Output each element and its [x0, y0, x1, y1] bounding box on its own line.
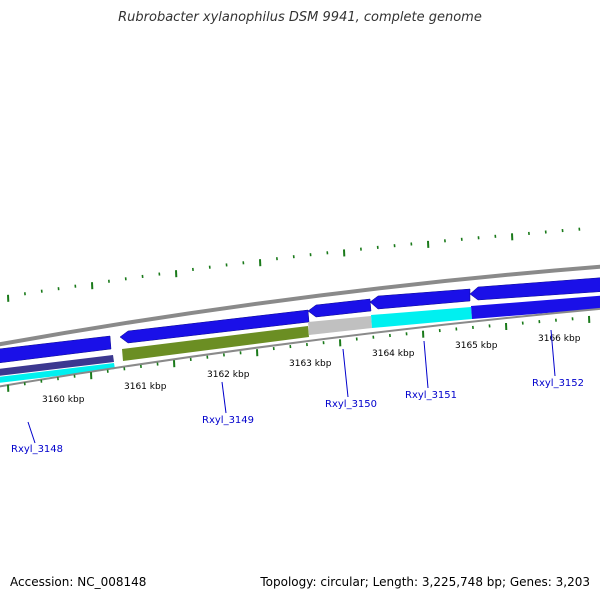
gene-arrow-forward-1[interactable] [0, 335, 112, 364]
gene-arrow-forward-3[interactable] [307, 298, 372, 318]
gene-bar-dark[interactable] [0, 355, 114, 377]
leader-line-3151 [423, 340, 429, 389]
tick-label-3160: 3160 kbp [42, 395, 85, 405]
leader-line-3152 [550, 329, 556, 377]
leader-line-3148 [27, 421, 36, 444]
gene-label-rxyl-3152[interactable]: Rxyl_3152 [532, 378, 584, 389]
gene-arrow-forward-4[interactable] [369, 288, 471, 310]
inner-backbone [0, 307, 600, 388]
outer-tick-ring [7, 227, 581, 302]
tick-label-3164: 3164 kbp [372, 349, 415, 359]
gene-arrow-forward-5[interactable] [469, 277, 600, 301]
gene-bar-other[interactable] [308, 316, 372, 335]
tick-label-3165: 3165 kbp [455, 341, 498, 351]
tick-label-3163: 3163 kbp [289, 359, 332, 369]
gene-bar-rna-1[interactable] [0, 363, 115, 384]
inner-tick-ring [7, 315, 591, 392]
gene-bar-blue-2[interactable] [471, 295, 600, 319]
tick-label-3162: 3162 kbp [207, 370, 250, 380]
gene-bar-pseudo[interactable] [122, 326, 309, 361]
genome-backbone [0, 264, 600, 347]
tick-label-3166: 3166 kbp [538, 334, 581, 344]
gene-label-rxyl-3148[interactable]: Rxyl_3148 [11, 444, 63, 455]
tick-label-3161: 3161 kbp [124, 382, 167, 392]
gene-arrow-forward-2[interactable] [119, 309, 310, 344]
gene-label-rxyl-3149[interactable]: Rxyl_3149 [202, 415, 254, 426]
leader-line-3150 [342, 348, 349, 398]
gene-bar-rna-2[interactable] [371, 307, 472, 328]
map-title: Rubrobacter xylanophilus DSM 9941, compl… [118, 10, 482, 25]
accession-text: Accession: NC_008148 [10, 575, 147, 589]
leader-line-3149 [221, 381, 227, 414]
gene-label-rxyl-3150[interactable]: Rxyl_3150 [325, 399, 377, 410]
topology-summary: Topology: circular; Length: 3,225,748 bp… [260, 575, 590, 589]
gene-label-rxyl-3151[interactable]: Rxyl_3151 [405, 390, 457, 401]
